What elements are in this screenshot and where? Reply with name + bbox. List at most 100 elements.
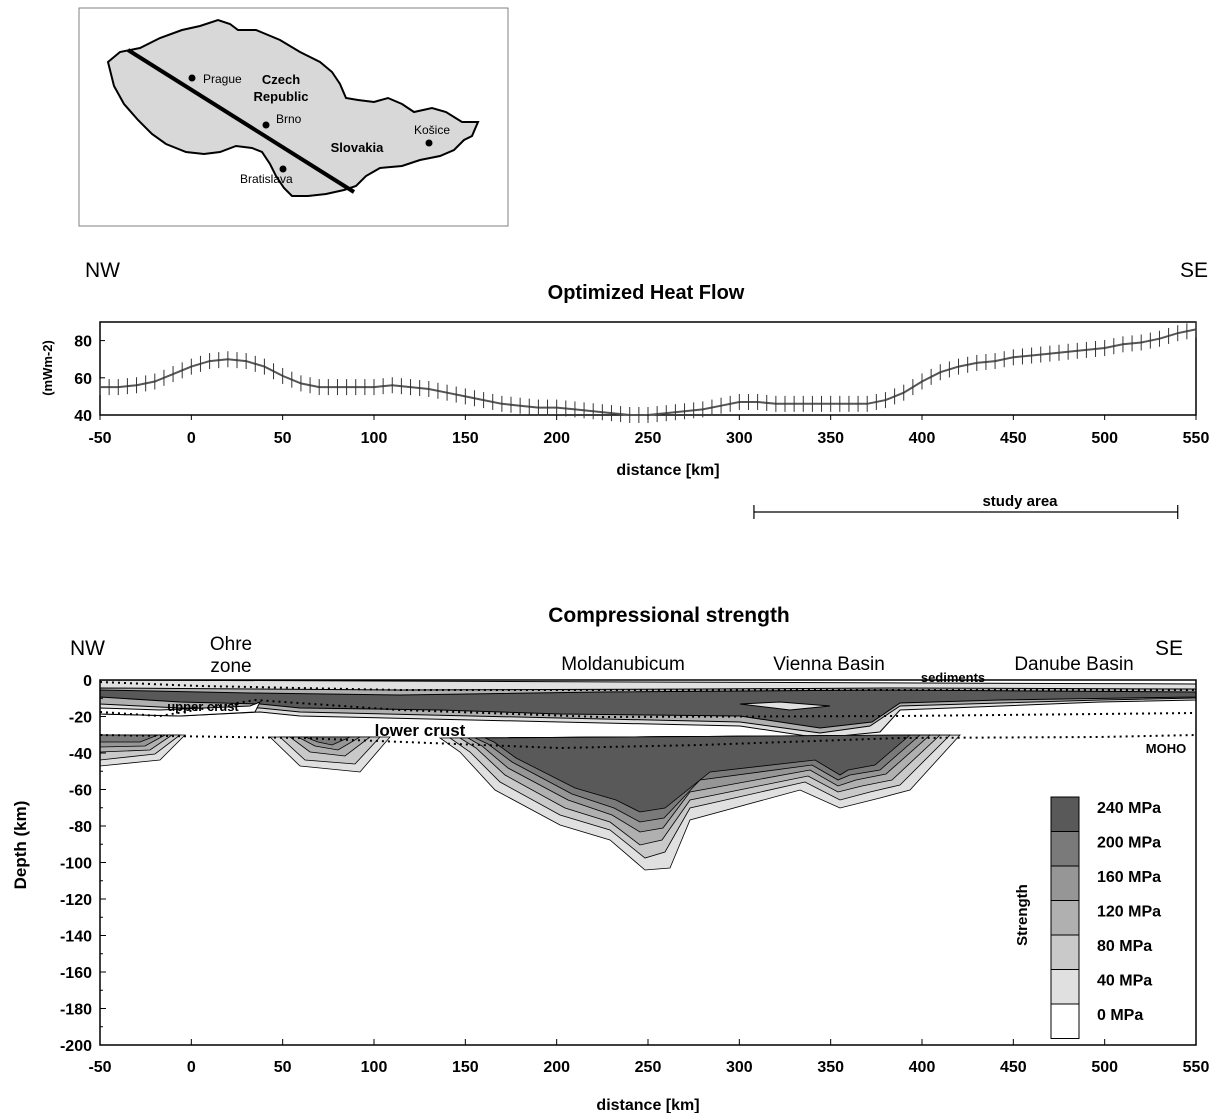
hf-y-tick-label: 60 xyxy=(74,371,92,388)
cs-y-tick-label: -160 xyxy=(60,965,92,982)
moho-line xyxy=(100,734,1196,750)
cs-y-tick-label: -60 xyxy=(69,783,92,800)
annotation-vienna-basin: Vienna Basin xyxy=(773,654,885,675)
annotation-danube-basin: Danube Basin xyxy=(1014,654,1133,675)
annotation-upper-crust: upper crust xyxy=(167,699,239,714)
study-area-bar xyxy=(753,505,1179,519)
annotation-zone: zone xyxy=(210,656,251,677)
hf-x-tick-label: -50 xyxy=(88,430,111,447)
legend-swatch xyxy=(1050,796,1080,832)
city-dot-bratislava xyxy=(279,165,287,173)
strength-chart: Compressional strength NW SE 0 -20 -40 -60 -… xyxy=(11,604,1209,1113)
legend-label: 200 MPa xyxy=(1097,835,1161,852)
city-label-bratislava: Bratislava xyxy=(240,172,293,186)
hf-x-tick-label: 450 xyxy=(1000,430,1027,447)
hf-x-tick-label: 50 xyxy=(274,430,292,447)
hf-y-axis: 40 60 80 xyxy=(74,334,105,425)
cs-x-tick-label: 0 xyxy=(187,1059,196,1076)
cs-y-tick-label: -20 xyxy=(69,710,92,727)
cs-x-tick-label: 50 xyxy=(274,1059,292,1076)
cs-x-tick-label: 200 xyxy=(543,1059,570,1076)
hf-x-tick-label: 400 xyxy=(909,430,936,447)
hf-x-axis: -50 0 50 100 150 200 250 300 350 400 450 500 550 xyxy=(88,415,1209,447)
city-dot-kosice xyxy=(425,139,433,147)
legend-label: 240 MPa xyxy=(1097,800,1161,817)
cs-ylabel: Depth (km) xyxy=(11,801,30,890)
cs-y-tick-label: -40 xyxy=(69,746,92,763)
hf-y-tick-label: 80 xyxy=(74,334,92,351)
strength-legend: Strength 240 MPa 200 MPa 160 MPa 120 MPa 80 … xyxy=(1014,796,1161,1039)
cs-title: Compressional strength xyxy=(548,604,790,627)
hf-x-tick-label: 100 xyxy=(361,430,388,447)
hf-y-tick-label: 40 xyxy=(74,408,92,425)
location-map: Prague Brno Košice Bratislava Czech Repu… xyxy=(78,7,509,227)
cs-x-tick-label: 550 xyxy=(1183,1059,1210,1076)
hf-x-tick-label: 300 xyxy=(726,430,753,447)
hf-x-tick-label: 350 xyxy=(817,430,844,447)
legend-label: 80 MPa xyxy=(1097,938,1152,955)
city-label-brno: Brno xyxy=(276,112,302,126)
legend-title: Strength xyxy=(1014,884,1031,946)
legend-label: 120 MPa xyxy=(1097,904,1161,921)
legend-swatch xyxy=(1050,969,1080,1005)
strength-contours xyxy=(100,680,1196,871)
cs-x-tick-label: 100 xyxy=(361,1059,388,1076)
legend-label: 160 MPa xyxy=(1097,869,1161,886)
hf-corner-nw: NW xyxy=(85,259,120,282)
cs-x-axis: -50 0 50 100 150 200 250 300 350 400 450 500 550 xyxy=(88,1039,1209,1076)
legend-swatch xyxy=(1050,865,1080,901)
hf-xlabel: distance [km] xyxy=(616,462,719,479)
annotation-moho: MOHO xyxy=(1146,741,1186,756)
cs-corner-se: SE xyxy=(1155,637,1183,660)
annotation-lower-crust: lower crust xyxy=(375,721,466,740)
cs-x-tick-label: 400 xyxy=(909,1059,936,1076)
cs-y-tick-label: -100 xyxy=(60,856,92,873)
profile-line xyxy=(126,48,356,194)
cs-x-tick-label: -50 xyxy=(88,1059,111,1076)
hf-x-tick-label: 250 xyxy=(635,430,662,447)
hf-series xyxy=(99,321,1197,423)
legend-swatch xyxy=(1050,900,1080,936)
heat-flow-chart: NW SE Optimized Heat Flow 40 60 80 -50 0 50 1… xyxy=(40,259,1209,519)
legend-swatch xyxy=(1050,831,1080,867)
cs-x-tick-label: 250 xyxy=(635,1059,662,1076)
cs-y-tick-label: -200 xyxy=(60,1038,92,1055)
hf-title: Optimized Heat Flow xyxy=(548,282,745,304)
hf-ylabel: (mWm-2) xyxy=(40,340,55,396)
upper-crust-gap xyxy=(100,701,262,717)
hf-x-tick-label: 200 xyxy=(543,430,570,447)
cs-y-tick-label: 0 xyxy=(83,673,92,690)
cs-x-tick-label: 300 xyxy=(726,1059,753,1076)
vienna-lens xyxy=(739,701,831,711)
hf-x-tick-label: 550 xyxy=(1183,430,1210,447)
cs-x-tick-label: 500 xyxy=(1091,1059,1118,1076)
hf-x-tick-label: 150 xyxy=(452,430,479,447)
contour-crust-240 xyxy=(100,689,1196,729)
legend-swatch xyxy=(1050,1003,1080,1039)
contour-mantle-240 xyxy=(484,734,912,813)
city-label-prague: Prague xyxy=(203,72,242,86)
cs-xlabel: distance [km] xyxy=(596,1097,699,1113)
country-label-slovakia: Slovakia xyxy=(331,140,385,155)
legend-swatch xyxy=(1050,934,1080,970)
hf-corner-se: SE xyxy=(1180,259,1208,282)
city-dot-prague xyxy=(188,74,196,82)
cs-y-tick-label: -80 xyxy=(69,819,92,836)
annotation-ohre: Ohre xyxy=(210,634,252,655)
cs-x-tick-label: 150 xyxy=(452,1059,479,1076)
study-area-label: study area xyxy=(982,493,1058,510)
hf-x-tick-label: 0 xyxy=(187,430,196,447)
annotation-sediments: sediments xyxy=(921,670,985,685)
cs-x-tick-label: 350 xyxy=(817,1059,844,1076)
lower-crust-top-line xyxy=(100,698,1196,719)
cs-corner-nw: NW xyxy=(70,637,105,660)
cs-x-tick-label: 450 xyxy=(1000,1059,1027,1076)
country-label-republic: Republic xyxy=(254,89,309,104)
city-label-kosice: Košice xyxy=(414,123,450,137)
cs-y-tick-label: -120 xyxy=(60,892,92,909)
annotation-moldanubicum: Moldanubicum xyxy=(561,654,685,675)
city-dot-brno xyxy=(262,121,270,129)
cs-y-tick-label: -140 xyxy=(60,929,92,946)
czech-slovakia-outline xyxy=(106,18,480,197)
